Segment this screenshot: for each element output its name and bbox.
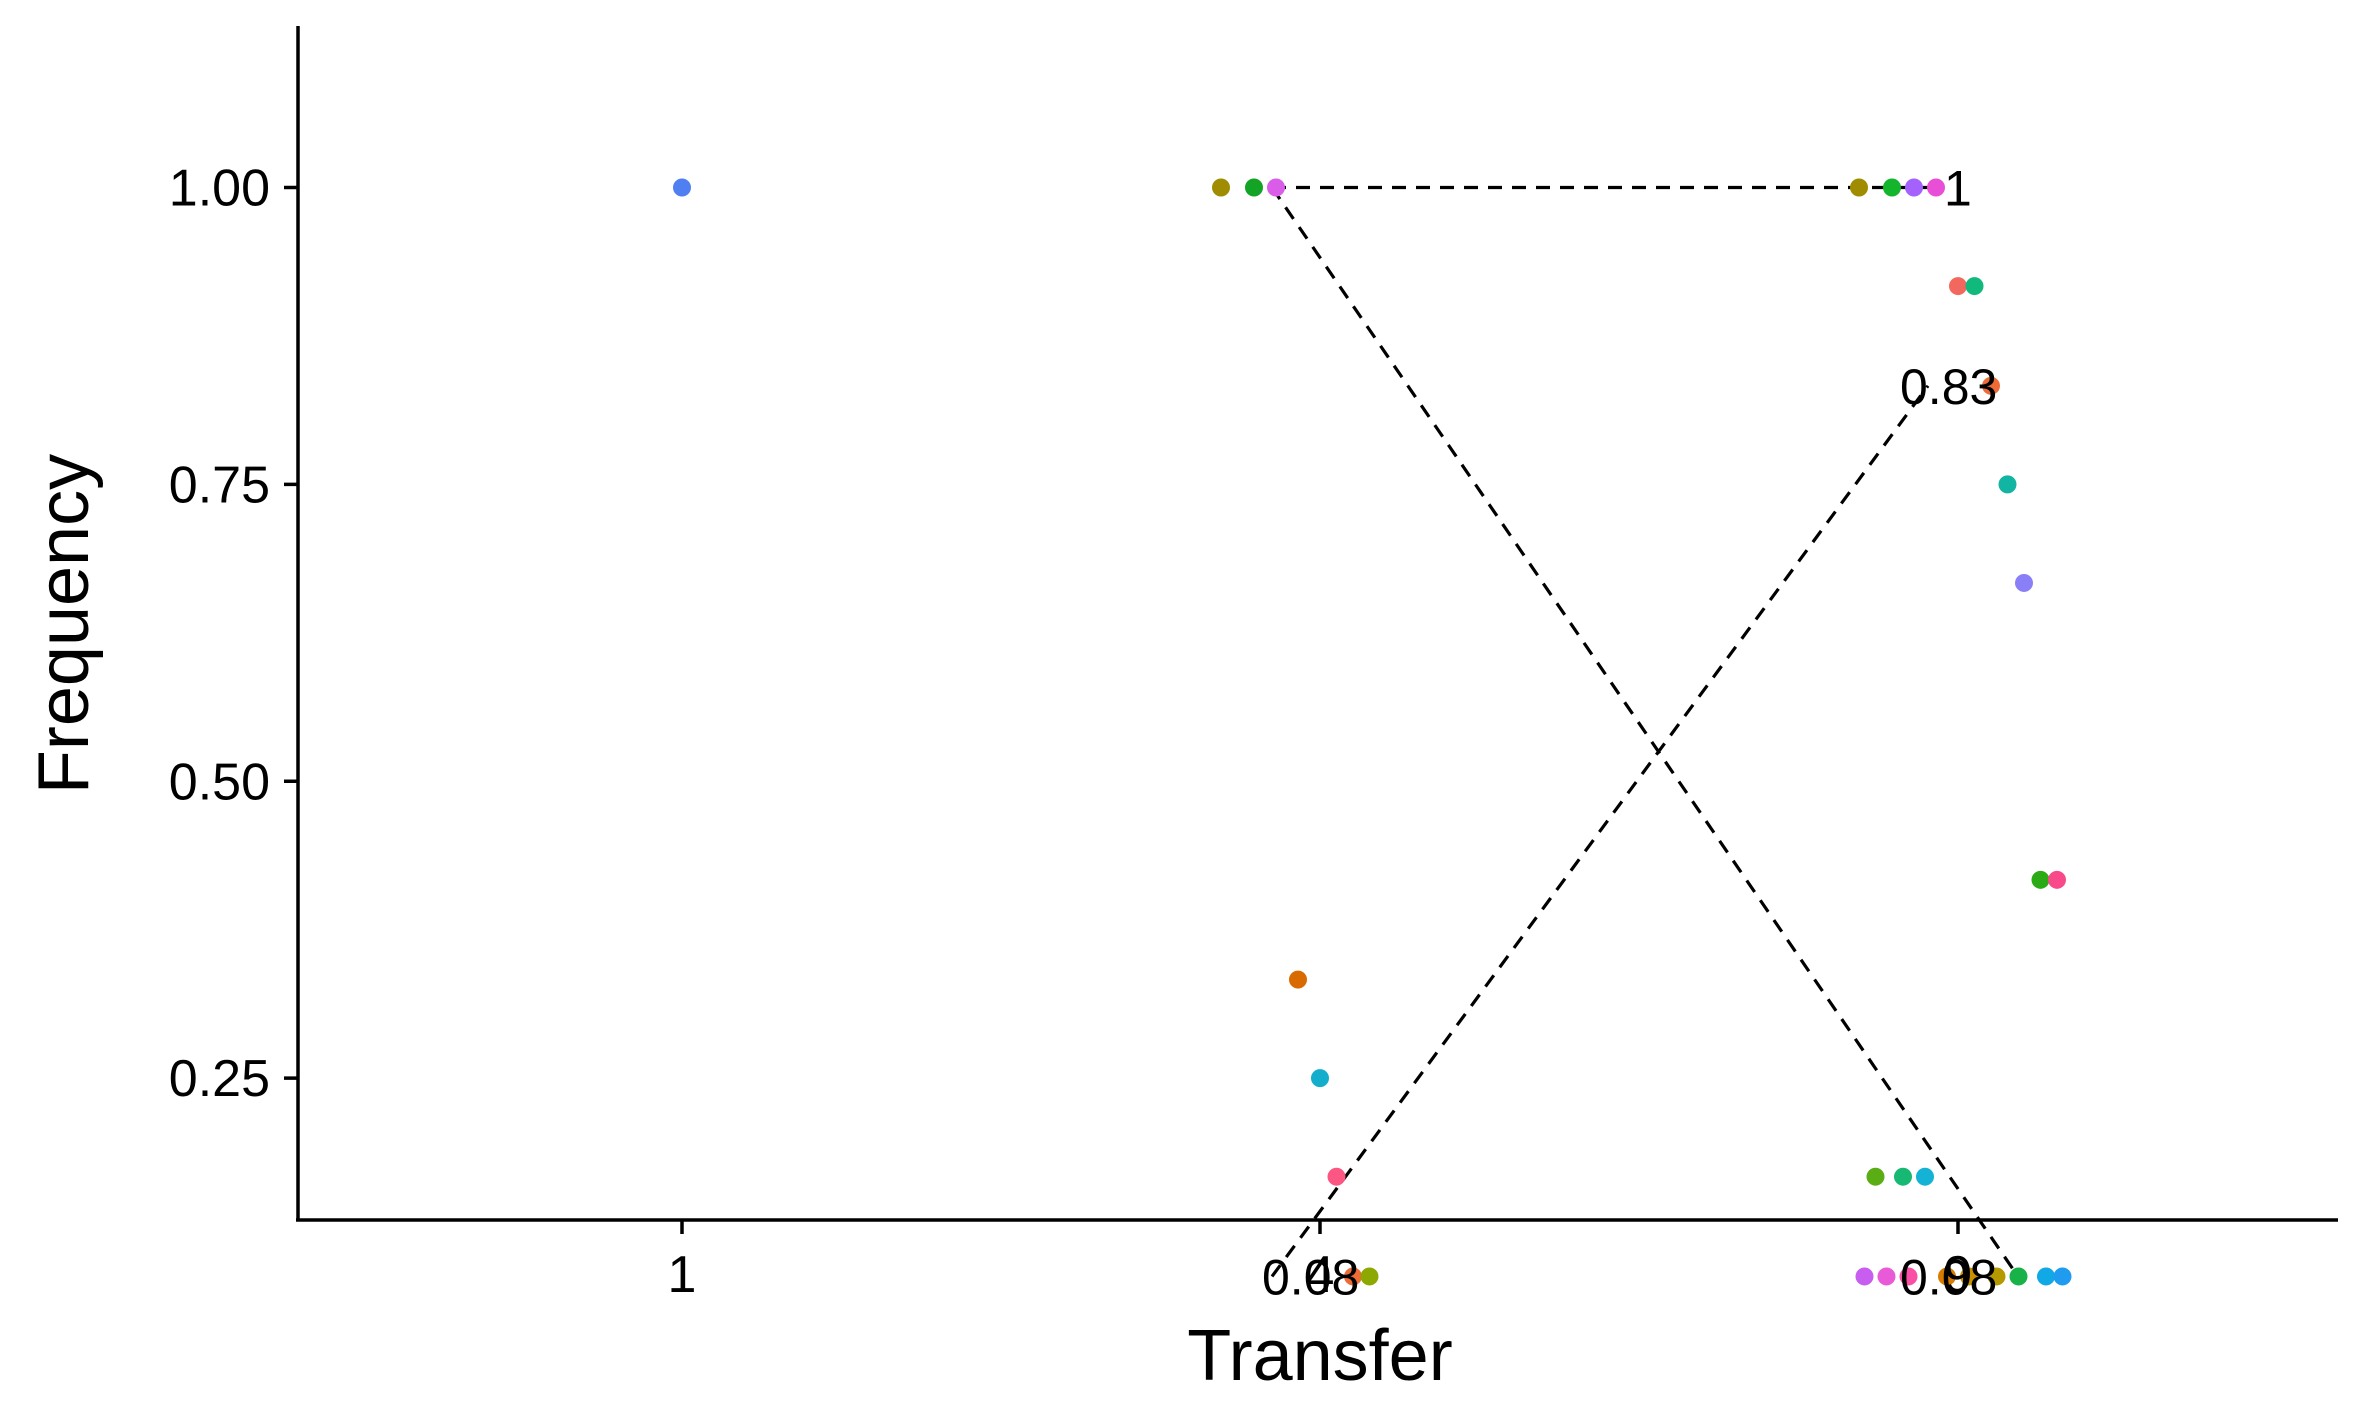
trend-line [1270, 384, 1930, 1278]
data-point [1905, 178, 1923, 197]
data-point [1344, 1267, 1362, 1286]
data-point [1998, 475, 2017, 494]
data-point [1245, 178, 1263, 197]
data-point [2015, 573, 2033, 592]
data-point [1212, 178, 1230, 197]
data-point [1982, 376, 2000, 395]
y-tick-label: 1.00 [169, 160, 270, 218]
x-tick-label: 4 [1306, 1246, 1335, 1304]
data-point [2048, 870, 2066, 889]
data-point [1327, 1167, 1346, 1186]
data-point [1960, 1267, 1978, 1286]
data-point [1916, 1167, 1934, 1186]
x-axis-title: Transfer [1187, 1316, 1452, 1396]
y-tick-label: 0.75 [169, 456, 270, 514]
data-point [2031, 870, 2050, 889]
trend-lines [1270, 185, 2020, 1278]
y-tick-label: 0.50 [169, 753, 270, 811]
data-point [1949, 277, 1967, 296]
data-label: 0.08 [1900, 1249, 1997, 1305]
data-point [2009, 1267, 2028, 1286]
data-point [1360, 1267, 1379, 1286]
data-point [673, 178, 691, 197]
y-tick-label: 0.25 [169, 1050, 270, 1108]
data-point [2037, 1267, 2055, 1286]
data-point [1927, 178, 1945, 197]
data-point [1965, 277, 1984, 296]
data-point [1987, 1267, 2006, 1286]
data-label: 0.83 [1900, 359, 1997, 415]
ticks: 0.25 0.50 0.75 1.00 1 4 9 [169, 160, 1973, 1305]
data-point [1894, 1167, 1912, 1186]
data-point [1311, 1069, 1329, 1088]
data-point [2053, 1267, 2072, 1286]
data-point [1938, 1267, 1956, 1286]
data-point [1855, 1267, 1874, 1286]
y-axis-title: Frequency [24, 454, 104, 794]
x-tick-label: 9 [1944, 1246, 1973, 1304]
data-label: 0.08 [1262, 1249, 1359, 1305]
data-point [1267, 178, 1285, 197]
data-label: 1 [1944, 161, 1972, 217]
trend-line [1270, 186, 2020, 1278]
data-point [1866, 1167, 1885, 1186]
data-points [673, 178, 2072, 1286]
data-point [1877, 1267, 1896, 1286]
data-point [1289, 970, 1307, 989]
x-tick-label: 1 [668, 1246, 697, 1304]
data-point [1850, 178, 1868, 197]
data-point [1883, 178, 1901, 197]
data-labels: 1 0.83 0.08 0.08 [1262, 161, 1997, 1306]
data-point [1899, 1267, 1918, 1286]
axes [296, 26, 2338, 1222]
